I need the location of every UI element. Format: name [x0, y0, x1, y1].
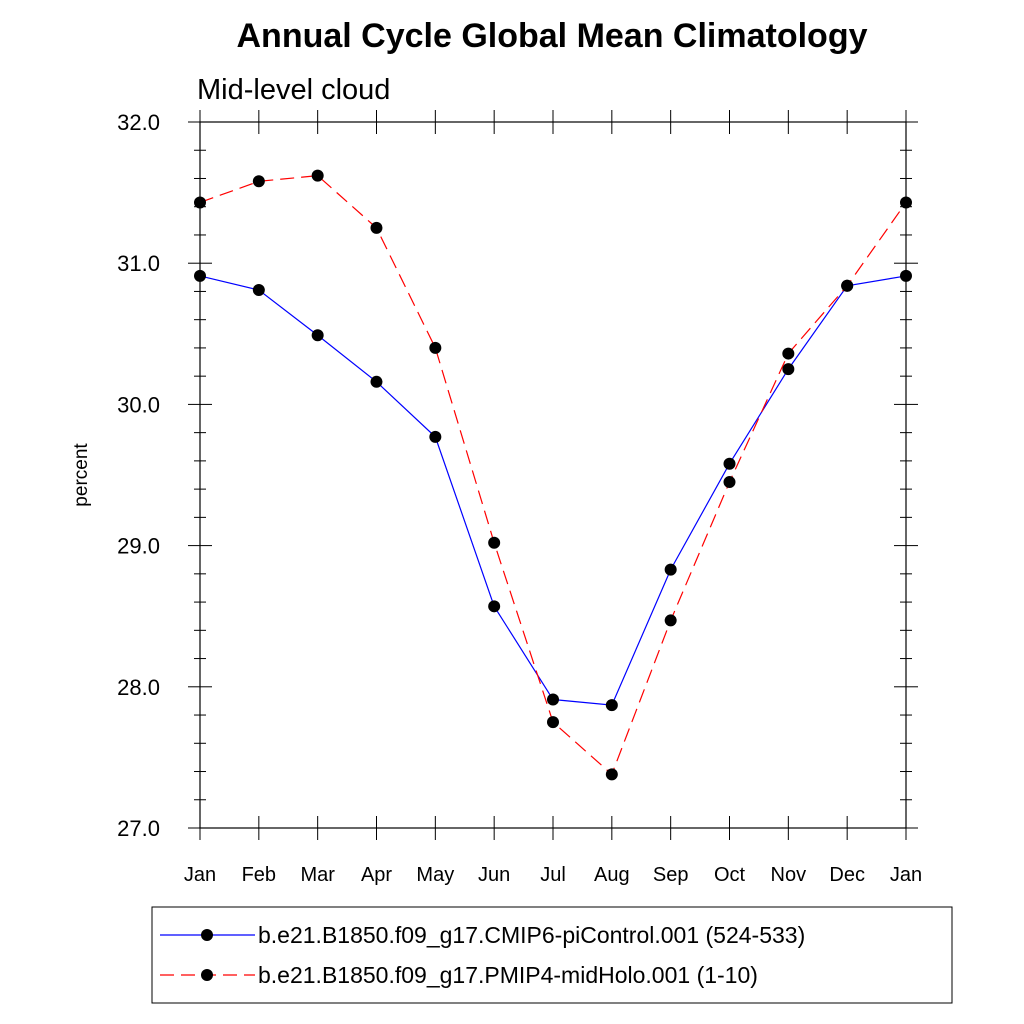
- data-point: [488, 536, 501, 549]
- data-point: [605, 699, 618, 712]
- y-tick-label: 29.0: [117, 534, 160, 559]
- data-point: [429, 341, 442, 354]
- x-tick-label: Jan: [890, 864, 922, 886]
- x-tick-label: Jun: [478, 864, 510, 886]
- data-point: [370, 221, 383, 234]
- data-point: [723, 476, 736, 489]
- y-tick-label: 28.0: [117, 675, 160, 700]
- data-point: [723, 457, 736, 470]
- y-axis-label: percent: [71, 443, 92, 507]
- data-point: [311, 329, 324, 342]
- data-point: [664, 563, 677, 576]
- x-tick-label: Dec: [829, 864, 865, 886]
- y-tick-label: 30.0: [117, 392, 160, 417]
- x-tick-label: Sep: [653, 864, 689, 886]
- data-point: [547, 716, 559, 729]
- data-point: [252, 284, 265, 297]
- data-point: [547, 693, 559, 706]
- data-point: [429, 430, 442, 443]
- data-point: [782, 363, 795, 376]
- data-point: [194, 196, 206, 209]
- x-tick-label: Oct: [714, 864, 746, 886]
- legend-label: b.e21.B1850.f09_g17.PMIP4-midHolo.001 (1…: [258, 962, 758, 988]
- y-tick-label: 31.0: [117, 251, 160, 276]
- data-point: [194, 269, 206, 282]
- legend-box: [151, 906, 953, 1004]
- data-point: [605, 768, 618, 781]
- x-tick-label: Feb: [242, 864, 276, 886]
- legend: b.e21.B1850.f09_g17.CMIP6-piControl.001 …: [160, 922, 805, 988]
- data-point: [488, 600, 501, 613]
- y-tick-label: 32.0: [117, 110, 160, 135]
- series-line: [199, 175, 907, 776]
- axis-ticks: 27.0 28.0 29.0 30.0 31.0 32.0 Jan Feb Mar Apr May J…: [117, 110, 922, 886]
- legend-marker: [201, 969, 213, 981]
- x-tick-label: Mar: [300, 864, 335, 886]
- data-point: [900, 196, 912, 209]
- x-tick-label: Jan: [184, 864, 216, 886]
- data-point: [782, 347, 795, 360]
- x-tick-label: May: [416, 864, 454, 886]
- x-tick-label: Jul: [540, 864, 566, 886]
- series-line: [199, 275, 907, 706]
- x-tick-label: Nov: [771, 864, 807, 886]
- x-tick-label: Apr: [361, 864, 392, 886]
- chart-title: Annual Cycle Global Mean Climatology: [237, 17, 868, 55]
- chart-subtitle: Mid-level cloud: [197, 74, 390, 106]
- x-tick-label: Aug: [594, 864, 630, 886]
- data-point: [841, 279, 854, 292]
- legend-marker: [201, 929, 213, 941]
- data-point: [900, 269, 912, 282]
- legend-label: b.e21.B1850.f09_g17.CMIP6-piControl.001 …: [258, 922, 805, 948]
- series-layer: [194, 169, 912, 781]
- y-tick-label: 27.0: [117, 816, 160, 841]
- data-point: [311, 169, 324, 182]
- data-point: [252, 175, 265, 188]
- data-point: [370, 375, 383, 388]
- data-point: [664, 614, 677, 627]
